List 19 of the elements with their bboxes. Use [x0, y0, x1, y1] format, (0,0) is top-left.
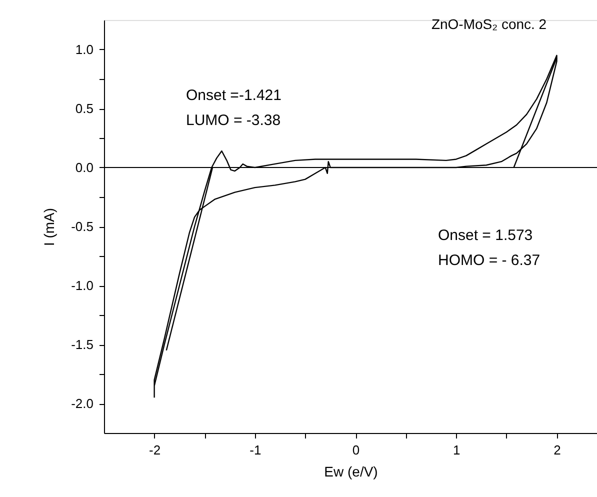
x-tick-label: 0 — [352, 442, 360, 458]
chart-title: ZnO-MoS₂ conc. 2 — [431, 16, 547, 32]
x-tick-label: -2 — [149, 442, 161, 458]
annotation: Onset =-1.421 — [186, 87, 282, 104]
annotation: Onset = 1.573 — [438, 227, 533, 244]
x-tick-label: 2 — [554, 442, 561, 458]
annotation: HOMO = - 6.37 — [438, 252, 540, 269]
y-tick-label: -0.5 — [71, 219, 94, 234]
x-tick-label: -1 — [250, 442, 262, 458]
y-tick-label: -1.5 — [71, 337, 94, 352]
y-tick-label: 0.5 — [75, 101, 94, 116]
y-tick-label: -2.0 — [71, 396, 94, 411]
x-axis-title: Ew (e/V) — [324, 464, 378, 480]
y-tick-label: 0.0 — [75, 160, 94, 175]
y-tick-label: 1.0 — [75, 42, 94, 57]
y-axis-title: I (mA) — [41, 208, 58, 246]
y-tick-label: -1.0 — [71, 278, 94, 293]
x-tick-label: 1 — [453, 442, 460, 458]
annotation: LUMO = -3.38 — [186, 112, 281, 129]
